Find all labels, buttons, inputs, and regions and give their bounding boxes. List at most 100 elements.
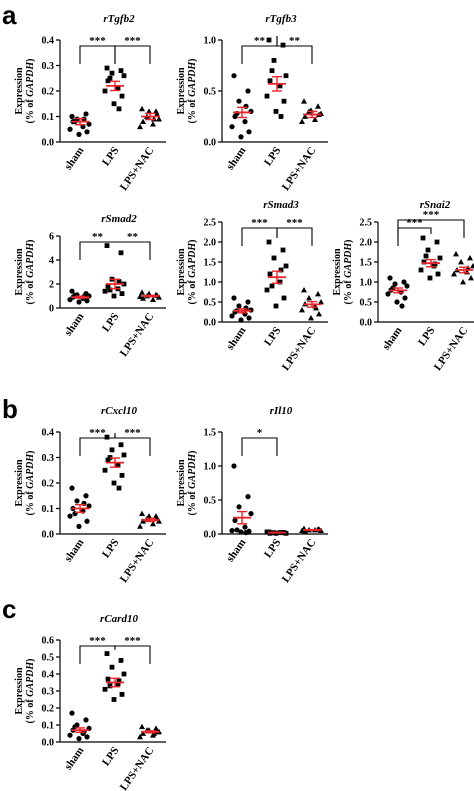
data-point: [140, 730, 146, 736]
data-point: [437, 255, 443, 261]
y-tick-label: 2: [49, 280, 54, 291]
gene-title: rSmad2: [101, 213, 137, 225]
y-axis-label-line1: Expression: [176, 459, 187, 506]
y-axis-label-line2: (% of GAPDH): [187, 239, 198, 304]
significance-bracket: [241, 227, 278, 246]
category-label: LPS: [100, 537, 121, 560]
data-point: [118, 442, 124, 448]
significance-bracket: [397, 219, 465, 238]
significance-bracket: [114, 433, 151, 456]
gene-title: rSmad3: [263, 199, 299, 211]
gene-title: rTgfb3: [265, 13, 297, 25]
data-point: [107, 683, 113, 689]
significance-label: ***: [423, 209, 440, 221]
category-label: LPS+NAC: [118, 145, 157, 193]
data-point: [238, 134, 244, 140]
y-axis-label-gapdh: GAPDH: [25, 242, 36, 278]
data-point: [146, 513, 152, 519]
data-point: [283, 263, 289, 269]
y-axis-label-prefix: (% of: [187, 489, 198, 516]
y-tick-label: 0.5: [42, 653, 55, 664]
y-tick-label: 0.0: [204, 318, 217, 329]
category-label: LPS+NAC: [432, 325, 471, 373]
data-point: [86, 121, 92, 127]
significance-bracket: [276, 36, 313, 64]
significance-bracket: [114, 645, 151, 664]
chart-rSmad2: 0 2 4 6 Expression(% of GAPDH) rSmad2 sham LPSL…: [14, 213, 166, 359]
data-point: [86, 503, 92, 509]
category-label: sham: [224, 537, 248, 564]
y-axis-label-line1: Expression: [176, 67, 187, 114]
category-label: LPS+NAC: [280, 325, 319, 373]
y-axis-label-gapdh: GAPDH: [187, 242, 198, 278]
data-point: [153, 725, 159, 731]
y-tick-label: 0.4: [42, 670, 55, 681]
y-axis-label-prefix: (% of: [25, 278, 36, 305]
data-point: [140, 518, 146, 524]
data-point: [306, 295, 312, 301]
data-point: [236, 98, 242, 104]
significance-label: ***: [406, 217, 423, 229]
gene-title: rCxcl10: [101, 405, 138, 417]
data-point: [453, 251, 459, 257]
data-point: [102, 288, 108, 294]
data-point: [392, 281, 398, 287]
y-tick-label: 2.5: [204, 218, 217, 229]
data-point: [140, 295, 146, 301]
data-point: [229, 528, 235, 534]
data-point: [137, 123, 143, 130]
data-point: [146, 108, 152, 114]
data-point: [80, 124, 86, 130]
significance-bracket: [79, 45, 116, 64]
y-axis-label: Expression(% of GAPDH): [176, 58, 198, 123]
data-point: [277, 83, 283, 89]
data-point: [267, 78, 273, 84]
data-point: [150, 296, 156, 302]
data-point: [76, 299, 82, 305]
significance-label: ***: [124, 635, 141, 647]
data-point: [394, 299, 400, 305]
y-axis-label-suffix: ): [187, 450, 198, 453]
data-point: [299, 307, 305, 313]
y-axis-label-line1: Expression: [14, 67, 25, 114]
y-axis-label-line2: (% of GAPDH): [25, 58, 36, 123]
data-point: [246, 315, 252, 321]
y-axis-label-gapdh: GAPDH: [25, 661, 36, 697]
category-label: LPS+NAC: [118, 745, 157, 791]
data-point: [83, 493, 89, 499]
data-point: [451, 271, 457, 277]
y-axis-label-line1: Expression: [332, 248, 343, 295]
significance-label: ***: [286, 217, 303, 229]
data-point: [243, 530, 249, 536]
category-label: LPS: [262, 537, 283, 560]
chart-rCxcl10: 0.0 0.1 0.2 0.3 0.4 Expression(% of GAPDH) rCx…: [14, 405, 166, 585]
data-point: [399, 303, 405, 309]
gene-title: rSnai2: [420, 199, 451, 211]
data-point: [280, 247, 286, 253]
y-tick-label: 2.0: [204, 238, 217, 249]
y-tick-label: 1.0: [204, 36, 217, 47]
data-point: [83, 111, 89, 117]
y-tick-label: 1.0: [204, 462, 217, 473]
data-point: [111, 480, 117, 486]
y-tick-label: 0.4: [42, 428, 55, 439]
y-tick-label: 0.5: [204, 87, 217, 98]
y-axis-label-line2: (% of GAPDH): [25, 239, 36, 304]
data-point: [232, 517, 238, 524]
chart-rSmad3: 0.0 0.5 1.0 1.5 2.0 2.5 Expression(% of GAPDH)…: [176, 199, 328, 373]
y-axis-label-line1: Expression: [14, 248, 25, 295]
data-point: [83, 717, 89, 723]
data-point: [118, 658, 124, 663]
y-axis-label: Expression(% of GAPDH): [176, 450, 198, 515]
data-point: [435, 271, 441, 277]
data-point: [302, 113, 308, 119]
data-point: [115, 681, 121, 687]
y-axis-label-prefix: (% of: [187, 97, 198, 124]
data-point: [69, 710, 75, 716]
y-tick-label: 1.5: [360, 258, 373, 269]
y-axis-label-suffix: ): [187, 239, 198, 242]
data-point: [107, 75, 113, 81]
data-point: [301, 98, 307, 104]
y-axis-label-suffix: ): [343, 239, 354, 242]
